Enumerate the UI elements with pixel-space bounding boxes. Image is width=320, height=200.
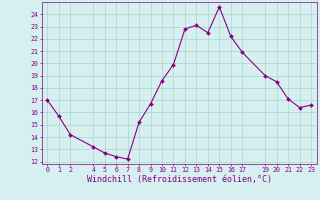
X-axis label: Windchill (Refroidissement éolien,°C): Windchill (Refroidissement éolien,°C) [87, 175, 272, 184]
